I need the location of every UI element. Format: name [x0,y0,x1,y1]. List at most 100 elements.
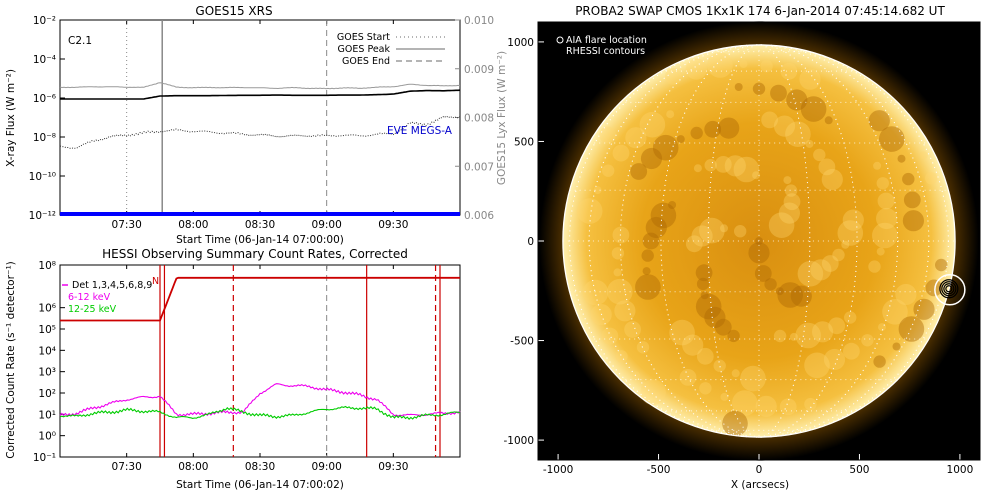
solar-texture [779,398,797,416]
solar-texture [842,209,864,231]
solar-texture [823,348,846,371]
hessi-y-tick-label: 10⁰ [38,431,56,443]
solar-texture [935,258,948,272]
solar-texture [699,217,725,244]
solar-texture [576,198,603,224]
solar-limb [562,44,956,438]
hessi-panel: HESSI Observing Summary Count Rates, Cor… [5,247,461,491]
hessi-x-tick-label: 09:00 [312,461,342,473]
solar-texture [878,323,886,332]
goes-legend-label: GOES End [342,56,390,67]
solar-texture [666,110,675,119]
solar-texture [761,111,778,129]
solar-texture [669,319,695,346]
solar-texture [707,52,733,78]
aia-flare-location-circle [934,274,966,306]
goes-series-line [59,82,461,90]
solar-texture [696,347,714,365]
solar-texture [699,382,712,395]
solar-texture [713,359,726,372]
goes-series-line [60,89,461,100]
solar-texture [752,171,761,180]
rhessi-contour [939,279,959,299]
goes-x-tick-label: 09:30 [378,219,408,231]
solar-texture [760,59,773,73]
solar-texture [872,222,898,249]
goes-x-tick-label: 08:00 [178,219,208,231]
goes-y-tick-label: 10⁻⁶ [33,93,56,105]
solar-texture [903,191,921,209]
solar-texture [652,134,679,161]
solar-texture [868,110,890,132]
solar-texture [639,111,666,138]
goes-y2-tick-label: 0.006 [464,210,494,222]
solar-texture [844,311,857,324]
goes-x-tick-label: 08:30 [245,219,275,231]
goes-y-label: X-ray Flux (W m⁻²) [5,69,17,167]
solar-texture [773,115,796,137]
swap-panel: PROBA2 SWAP CMOS 1Kx1K 174 6-Jan-2014 07… [503,4,981,491]
swap-x-label: X (arcsecs) [731,479,789,491]
solar-texture [877,192,895,210]
solar-texture [601,327,619,345]
solar-texture [635,274,661,300]
goes-y2-tick-label: 0.008 [464,113,494,125]
swap-legend-label: AIA flare location [566,35,647,46]
solar-texture [602,164,615,177]
solar-texture [755,237,763,245]
solar-texture [780,62,798,80]
solar-texture [645,216,667,239]
solar-texture [650,202,677,229]
solar-texture [775,287,784,296]
swap-y-tick-label: -1000 [503,435,534,447]
solar-texture [790,285,812,307]
solar-texture [828,317,846,335]
solar-texture [789,332,798,341]
goes-y-tick-label: 10⁻² [33,15,56,27]
solar-texture [810,259,832,281]
solar-texture [800,96,827,122]
rhessi-contour [945,285,953,293]
hessi-x-tick-label: 07:30 [112,461,142,473]
solar-texture [784,184,798,197]
swap-y-tick-label: 1000 [507,37,534,49]
solar-texture [797,260,824,287]
solar-texture [691,225,713,247]
goes-y2-tick-label: 0.009 [464,64,494,76]
swap-plot-area: -1000 -500 0 500 1000 -1000 -500 0 500 1000 AIA fl… [503,21,979,476]
solar-texture [778,202,801,224]
solar-texture [582,279,609,306]
solar-texture [734,225,747,238]
solar-texture [770,84,787,102]
goes-class-label: C2.1 [68,35,92,47]
solar-texture [919,151,928,160]
solar-texture [786,89,808,111]
solar-texture [902,172,915,186]
hessi-title: HESSI Observing Summary Count Rates, Cor… [102,247,408,261]
solar-texture [599,126,616,144]
solar-texture [873,161,882,170]
goes-legend-label: GOES Start [337,32,390,43]
solar-texture [821,255,839,272]
solar-texture [740,365,766,392]
solar-texture [695,264,713,282]
rhessi-contour [943,283,955,295]
solar-texture [685,58,708,80]
solar-texture [714,318,732,336]
swap-legend-marker [556,36,564,44]
solar-texture [876,207,898,230]
solar-texture [630,163,648,180]
goes-x-label: Start Time (06-Jan-14 07:00:00) [176,234,344,246]
goes-title: GOES15 XRS [195,4,272,18]
lon-grid-line [660,44,858,438]
solar-texture [861,334,874,347]
hessi-y-tick-label: 10⁸ [38,260,56,272]
solar-texture [734,83,743,91]
solar-texture [625,127,647,149]
solar-texture [876,247,885,256]
hessi-y-tick-label: 10² [38,388,56,400]
solar-texture [693,164,702,173]
hessi-y-tick-label: 10³ [38,367,56,379]
solar-texture [868,260,881,273]
